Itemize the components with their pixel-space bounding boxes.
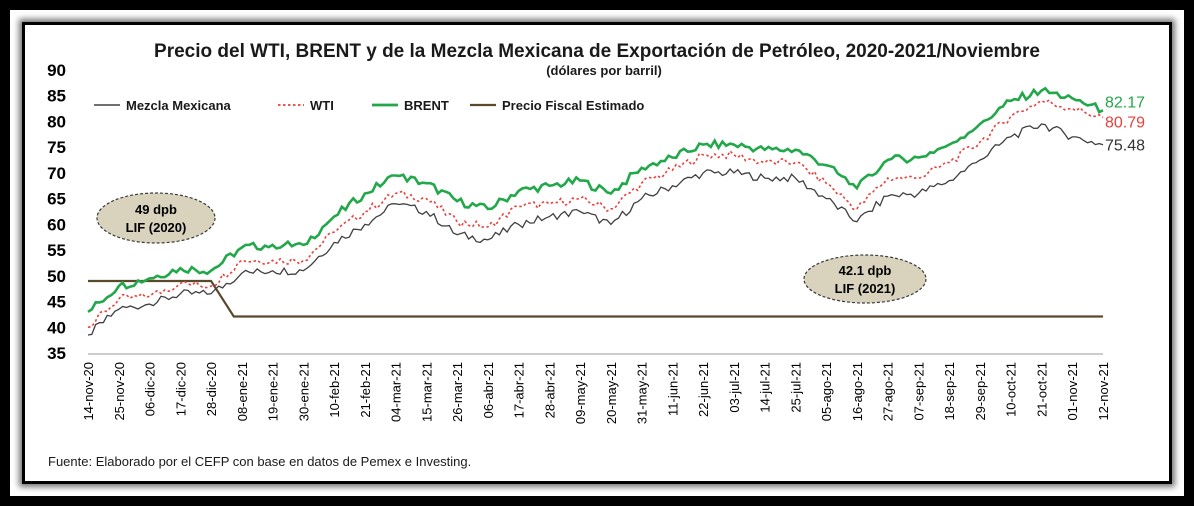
legend-label: BRENT — [404, 98, 449, 113]
chart-frame — [22, 22, 1172, 484]
x-tick-label: 11-jun-21 — [665, 362, 680, 416]
chart-subtitle: (dólares por barril) — [546, 63, 662, 78]
callout-line1: 49 dpb — [135, 202, 177, 217]
x-tick-label: 14-jul-21 — [758, 362, 773, 413]
callout-bubble — [803, 254, 927, 304]
y-tick-label: 85 — [47, 87, 66, 106]
callout-line2: LIF (2020) — [126, 220, 187, 235]
x-tick-label: 18-sep-21 — [942, 362, 957, 421]
y-tick-label: 35 — [47, 344, 66, 363]
brent-line — [87, 86, 1104, 313]
x-tick-label: 07-sep-21 — [911, 362, 926, 421]
end-value-label-wti: 80.79 — [1105, 114, 1145, 131]
x-tick-label: 03-jul-21 — [727, 362, 742, 413]
y-tick-label: 90 — [47, 61, 66, 80]
x-tick-label: 21-feb-21 — [358, 362, 373, 418]
y-tick-label: 45 — [47, 293, 66, 312]
x-tick-label: 09-may-21 — [573, 362, 588, 424]
wti-line — [87, 99, 1104, 329]
x-tick-label: 20-may-21 — [604, 362, 619, 424]
x-tick-label: 12-nov-21 — [1096, 362, 1111, 421]
chart-title: Precio del WTI, BRENT y de la Mezcla Mex… — [154, 41, 1040, 62]
end-value-label-brent: 82.17 — [1105, 94, 1145, 111]
callout-bubble — [96, 192, 216, 244]
x-tick-label: 17-dic-20 — [173, 362, 188, 416]
x-tick-label: 25-jul-21 — [788, 362, 803, 413]
mezcla-mexicana-line — [87, 123, 1104, 336]
x-tick-label: 08-ene-21 — [235, 362, 250, 421]
x-tick-label: 26-mar-21 — [450, 362, 465, 422]
x-tick-label: 28-abr-21 — [542, 362, 557, 418]
x-tick-label: 17-abr-21 — [512, 362, 527, 418]
x-tick-label: 10-oct-21 — [1004, 362, 1019, 417]
x-tick-label: 28-dic-20 — [204, 362, 219, 416]
x-tick-label: 06-dic-20 — [143, 362, 158, 416]
x-tick-label: 29-sep-21 — [973, 362, 988, 421]
y-tick-label: 80 — [47, 112, 66, 131]
end-value-label-mezcla: 75.48 — [1105, 138, 1145, 155]
x-tick-label: 01-nov-21 — [1065, 362, 1080, 421]
x-tick-label: 30-ene-21 — [296, 362, 311, 421]
x-tick-label: 06-abr-21 — [481, 362, 496, 418]
x-tick-label: 14-nov-20 — [81, 362, 96, 421]
y-tick-label: 70 — [47, 164, 66, 183]
x-tick-label: 16-ago-21 — [850, 362, 865, 421]
x-tick-label: 25-nov-20 — [112, 362, 127, 421]
legend-label: WTI — [310, 98, 334, 113]
y-tick-label: 40 — [47, 318, 66, 337]
x-tick-label: 10-feb-21 — [327, 362, 342, 418]
legend-label: Precio Fiscal Estimado — [502, 98, 644, 113]
x-tick-label: 22-jun-21 — [696, 362, 711, 417]
legend-label: Mezcla Mexicana — [126, 98, 232, 113]
x-tick-label: 04-mar-21 — [389, 362, 404, 422]
y-tick-label: 55 — [47, 241, 66, 260]
source-note: Fuente: Elaborado por el CEFP con base e… — [48, 454, 471, 469]
y-tick-label: 65 — [47, 190, 66, 209]
x-tick-label: 15-mar-21 — [419, 362, 434, 422]
fiscal-price-line — [88, 279, 1103, 318]
x-tick-label: 05-ago-21 — [819, 362, 834, 421]
x-tick-label: 21-oct-21 — [1034, 362, 1049, 417]
y-tick-label: 50 — [47, 267, 66, 286]
callout-line2: LIF (2021) — [835, 281, 896, 296]
x-tick-label: 19-ene-21 — [266, 362, 281, 421]
callout-line1: 42.1 dpb — [839, 263, 892, 278]
y-tick-label: 75 — [47, 138, 66, 157]
x-tick-label: 31-may-21 — [635, 362, 650, 424]
y-tick-label: 60 — [47, 215, 66, 234]
x-tick-label: 27-ago-21 — [881, 362, 896, 421]
